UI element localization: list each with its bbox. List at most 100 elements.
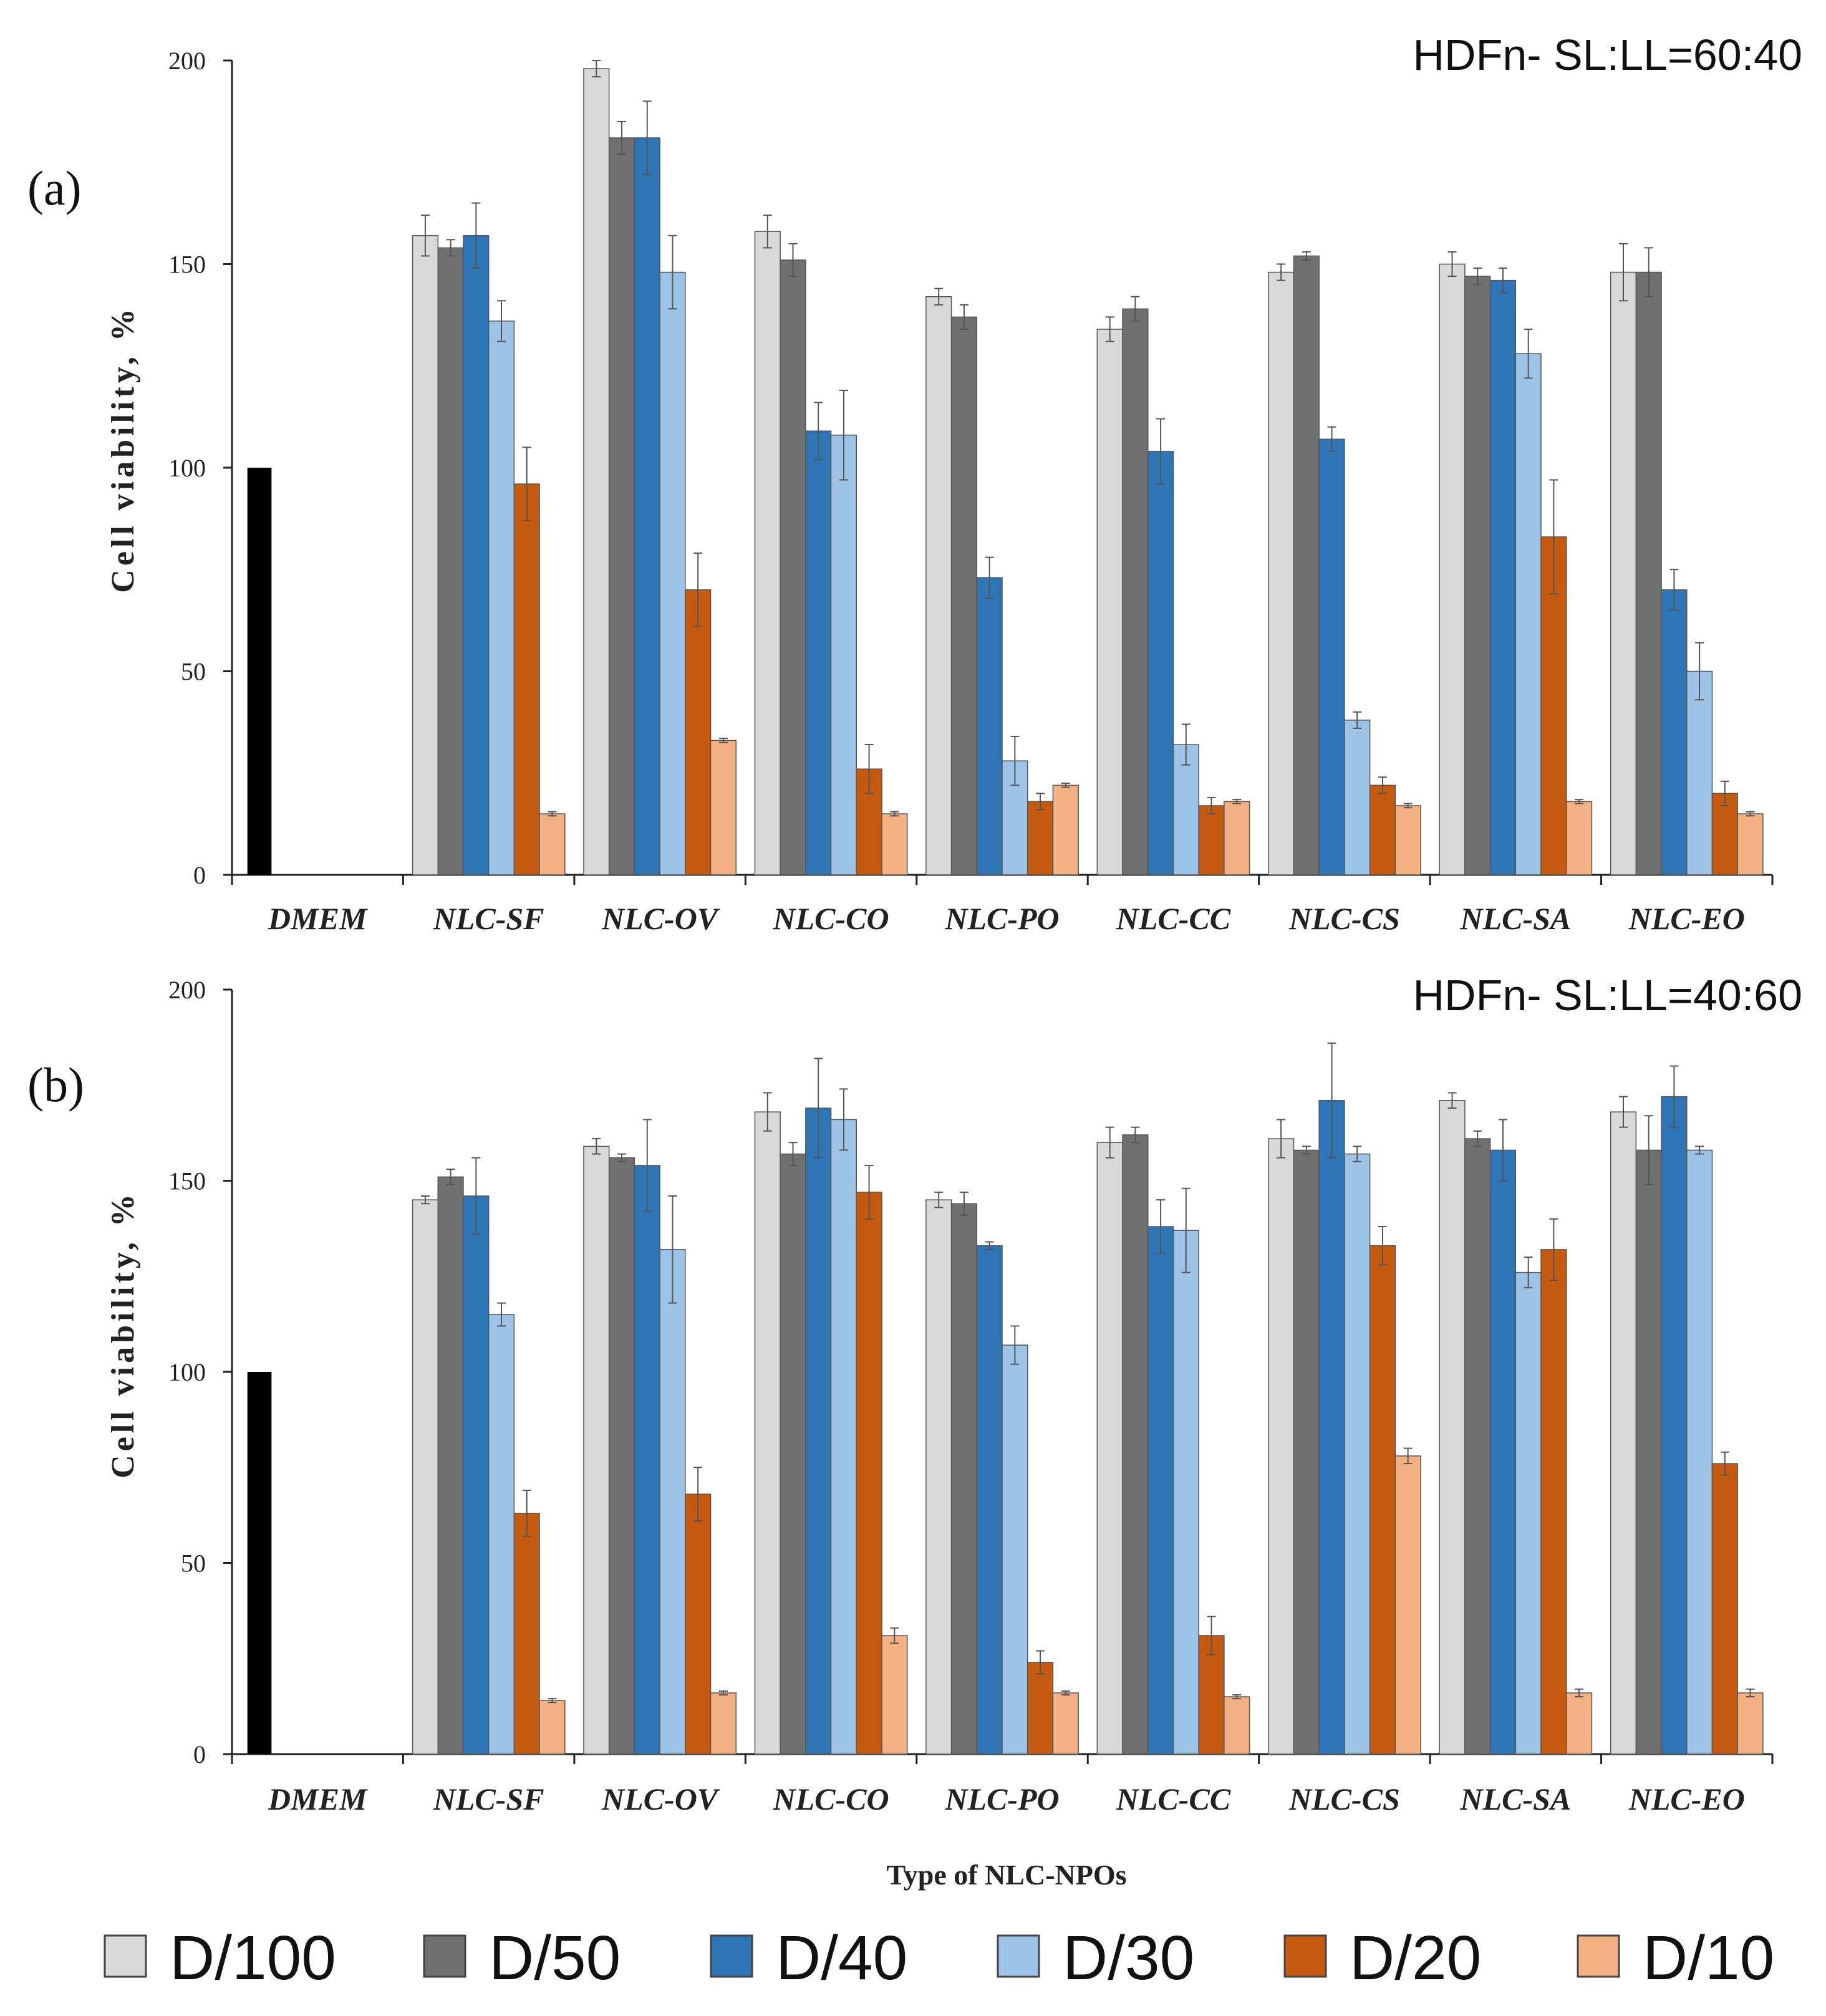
legend-item: D/40 <box>710 1923 907 1993</box>
legend-label: D/40 <box>776 1923 907 1993</box>
bar <box>1686 1149 1713 1755</box>
category-label: NLC-CS <box>1288 1782 1400 1816</box>
bar <box>1464 276 1491 875</box>
bar <box>1344 720 1371 875</box>
bar <box>1515 353 1542 875</box>
y-ticks: 0 50 100 150 200 <box>168 976 232 1768</box>
bar <box>634 1165 660 1755</box>
y-tick-label: 200 <box>168 976 206 1004</box>
category-label: NLC-CO <box>773 1782 889 1816</box>
category-label: NLC-OV <box>601 901 720 936</box>
bar <box>608 137 635 875</box>
bar <box>1394 805 1421 875</box>
legend-label: D/10 <box>1643 1923 1774 1993</box>
bar <box>1147 1226 1174 1755</box>
bar <box>539 1700 566 1755</box>
legend-swatch <box>1577 1934 1620 1978</box>
bar <box>1610 1111 1637 1755</box>
bar <box>710 1692 737 1755</box>
bar <box>583 1145 610 1755</box>
legend-item: D/100 <box>104 1923 336 1993</box>
bar <box>1147 451 1174 875</box>
category-label: NLC-PO <box>944 901 1059 936</box>
bar <box>1610 271 1637 875</box>
panel-title: HDFn- SL:LL=60:40 <box>1413 31 1802 79</box>
bar <box>1002 1344 1028 1755</box>
x-category-dividers <box>231 1754 1774 1764</box>
bar <box>950 316 978 875</box>
bar <box>1566 1692 1593 1755</box>
bar <box>437 247 464 875</box>
y-axis-title: Cell viability, % <box>105 1190 141 1478</box>
category-label: NLC-SF <box>433 901 544 936</box>
x-category-dividers <box>231 875 1774 885</box>
bar <box>925 296 952 875</box>
bar <box>1711 793 1738 875</box>
bar <box>1027 1662 1054 1755</box>
bars <box>247 60 1764 875</box>
bar <box>685 589 712 875</box>
bar <box>539 813 566 875</box>
bar <box>1439 1100 1466 1755</box>
bar <box>583 68 610 875</box>
bar <box>1439 263 1466 875</box>
y-tick-label: 100 <box>168 454 206 482</box>
bar <box>685 1493 712 1755</box>
bar <box>1515 1271 1542 1755</box>
panel-a: (a) HDFn- SL:LL=60:40 Cell viability, % … <box>27 31 1802 936</box>
category-label: NLC-SA <box>1459 1782 1571 1816</box>
bar <box>1318 1100 1345 1755</box>
bars <box>247 1042 1764 1755</box>
bar <box>780 259 806 875</box>
bar <box>1224 801 1250 875</box>
bar <box>950 1203 978 1755</box>
bar <box>1540 1249 1567 1755</box>
bar <box>1268 271 1295 875</box>
bar <box>1661 589 1688 875</box>
bar <box>925 1199 952 1755</box>
bar <box>710 740 737 875</box>
bar <box>1122 308 1149 875</box>
y-ticks: 0 50 100 150 200 <box>168 47 232 889</box>
bar <box>1635 271 1662 875</box>
bar <box>1293 1149 1320 1755</box>
legend-swatch <box>104 1934 147 1978</box>
bar <box>513 483 540 875</box>
category-label: NLC-PO <box>944 1782 1059 1816</box>
bar <box>412 1199 438 1755</box>
category-label: NLC-SA <box>1459 901 1571 936</box>
bar <box>1635 1149 1662 1755</box>
category-label: NLC-EO <box>1628 901 1745 936</box>
legend-item: D/50 <box>423 1923 621 1993</box>
y-tick-label: 0 <box>193 861 206 889</box>
y-axis-title: Cell viability, % <box>105 305 141 593</box>
bar <box>1737 1692 1764 1755</box>
bar <box>1464 1138 1491 1755</box>
bar <box>1052 1692 1079 1755</box>
bar <box>780 1153 806 1755</box>
bar <box>1394 1455 1421 1755</box>
bar <box>513 1513 540 1755</box>
bar <box>1172 1230 1199 1755</box>
bar <box>1661 1096 1688 1755</box>
bar <box>1096 1142 1123 1755</box>
panel-label: (b) <box>27 1058 84 1112</box>
legend-swatch <box>1283 1934 1327 1978</box>
y-tick-label: 50 <box>181 658 206 686</box>
bar <box>1737 813 1764 875</box>
bar <box>830 1119 857 1755</box>
bar <box>1198 805 1225 875</box>
y-tick-label: 100 <box>168 1358 206 1386</box>
bar <box>1268 1138 1295 1755</box>
bar <box>659 271 686 875</box>
legend-label: D/30 <box>1063 1923 1194 1993</box>
y-tick-label: 200 <box>168 47 206 75</box>
legend-item: D/30 <box>997 1923 1194 1993</box>
panel-label: (a) <box>27 161 82 215</box>
bar <box>1566 801 1593 875</box>
bar <box>488 321 515 875</box>
panel-title: HDFn- SL:LL=40:60 <box>1413 971 1802 1020</box>
y-tick-label: 0 <box>193 1740 206 1768</box>
bar <box>1052 784 1079 875</box>
